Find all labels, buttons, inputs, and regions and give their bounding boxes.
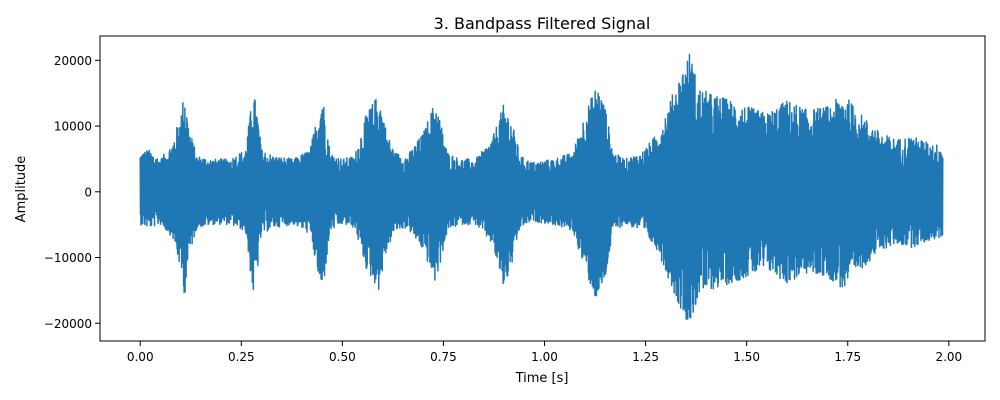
x-tick-label: 0.50 bbox=[329, 350, 356, 364]
y-tick-label: 0 bbox=[84, 185, 92, 199]
x-axis: 0.00 0.25 0.50 0.75 1.00 1.25 1.50 1.75 2.00 bbox=[127, 341, 962, 364]
y-tick-label: 10000 bbox=[54, 120, 92, 134]
y-tick-label: 20000 bbox=[54, 54, 92, 68]
y-axis: −20000 −10000 0 10000 20000 bbox=[44, 54, 100, 331]
x-tick-label: 2.00 bbox=[935, 350, 962, 364]
plot-area bbox=[99, 35, 986, 342]
x-tick-label: 0.00 bbox=[127, 350, 154, 364]
x-axis-label: Time [s] bbox=[515, 371, 569, 386]
x-tick-label: 1.50 bbox=[733, 350, 760, 364]
x-tick-label: 0.75 bbox=[430, 350, 457, 364]
plot-frame bbox=[99, 35, 986, 342]
signal-line bbox=[139, 53, 944, 320]
x-tick-label: 1.75 bbox=[834, 350, 861, 364]
y-tick-label: −20000 bbox=[44, 317, 92, 331]
x-tick-label: 1.25 bbox=[632, 350, 659, 364]
chart-title: 3. Bandpass Filtered Signal bbox=[434, 14, 651, 33]
signal-series bbox=[139, 53, 944, 320]
x-tick-label: 1.00 bbox=[531, 350, 558, 364]
y-tick-label: −10000 bbox=[44, 251, 92, 265]
x-tick-label: 0.25 bbox=[228, 350, 255, 364]
y-axis-label: Amplitude bbox=[14, 156, 29, 223]
